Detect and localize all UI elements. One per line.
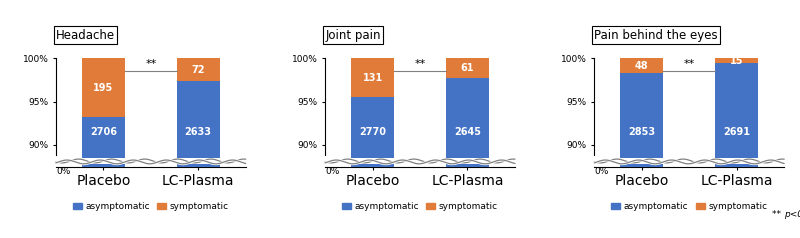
Bar <box>715 63 758 238</box>
Legend: asymptomatic, symptomatic: asymptomatic, symptomatic <box>607 198 771 215</box>
Text: 195: 195 <box>94 83 114 93</box>
Bar <box>82 58 125 117</box>
Bar <box>177 81 219 238</box>
Text: 48: 48 <box>635 61 649 71</box>
Text: 15: 15 <box>730 56 743 66</box>
Text: **: ** <box>145 59 157 69</box>
Bar <box>446 78 489 238</box>
Text: Headache: Headache <box>56 29 115 42</box>
Text: 2853: 2853 <box>628 127 655 137</box>
Text: 2691: 2691 <box>723 127 750 137</box>
Legend: asymptomatic, symptomatic: asymptomatic, symptomatic <box>338 198 502 215</box>
Text: 131: 131 <box>362 73 382 83</box>
Bar <box>351 98 394 238</box>
Text: 2770: 2770 <box>359 127 386 137</box>
Bar <box>446 58 489 78</box>
Text: 2645: 2645 <box>454 127 481 137</box>
Text: 0%: 0% <box>326 167 339 176</box>
Bar <box>82 117 125 238</box>
Text: **: ** <box>414 59 426 69</box>
Text: 72: 72 <box>191 65 205 75</box>
Bar <box>177 58 219 81</box>
Bar <box>715 58 758 63</box>
Legend: asymptomatic, symptomatic: asymptomatic, symptomatic <box>69 198 233 215</box>
Text: 2633: 2633 <box>185 127 212 137</box>
Text: **: ** <box>772 210 784 219</box>
Text: Joint pain: Joint pain <box>326 29 381 42</box>
Text: Pain behind the eyes: Pain behind the eyes <box>594 29 718 42</box>
Text: 61: 61 <box>461 63 474 73</box>
Text: 0%: 0% <box>56 167 70 176</box>
Bar <box>621 58 663 73</box>
Bar <box>621 73 663 238</box>
Bar <box>351 58 394 98</box>
Text: 0%: 0% <box>594 167 609 176</box>
Text: 2706: 2706 <box>90 127 117 137</box>
Text: **: ** <box>683 59 695 69</box>
Text: p<0.01 (Chi-square test): p<0.01 (Chi-square test) <box>784 210 800 219</box>
